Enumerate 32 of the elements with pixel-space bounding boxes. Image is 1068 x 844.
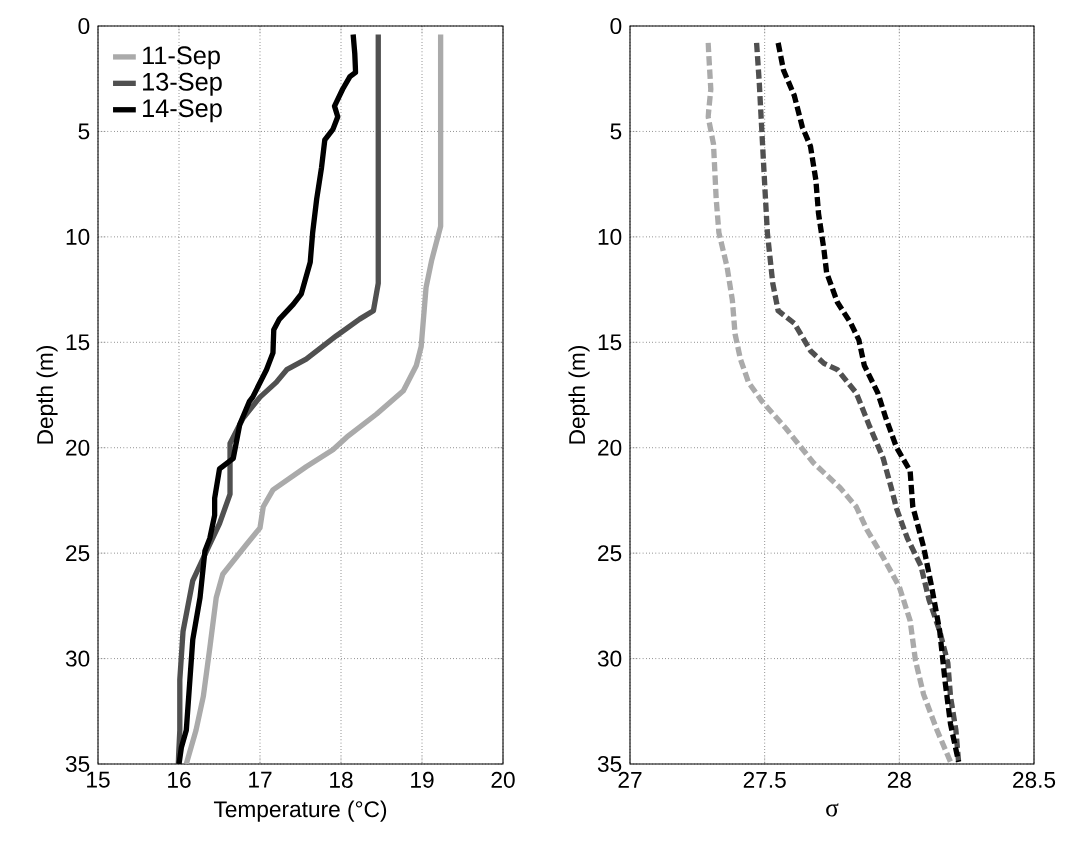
y-tick-label: 35 [597,755,622,773]
y-tick-label: 15 [598,334,622,351]
x-tick-label: 28.5 [1013,771,1056,788]
x-tick-label: 27.5 [743,771,786,788]
y-tick-label: 25 [598,545,622,562]
x-tick-label: 19 [411,771,434,788]
x-axis-title: σ [826,803,839,817]
y-tick-label: 0 [78,17,90,35]
y-tick-label: 20 [66,439,90,456]
x-tick-label: 27 [618,771,642,788]
y-tick-label: 35 [65,755,90,773]
y-tick-label: 5 [610,123,622,140]
y-tick-label: 15 [66,334,90,351]
y-tick-label: 10 [66,228,90,245]
y-tick-label: 25 [66,545,90,562]
x-axis-title: Temperature (°C) [213,800,387,822]
y-tick-label: 5 [78,123,90,140]
y-axis-title: Depth (m) [36,346,58,444]
y-tick-label: 30 [65,650,90,667]
x-tick-label: 28 [887,771,911,788]
x-tick-label: 18 [330,771,353,788]
y-tick-label: 30 [597,650,622,667]
x-tick-label: 17 [249,771,272,788]
legend-label: 13-Sep [143,72,222,96]
x-tick-label: 16 [168,771,191,788]
y-axis-title: Depth (m) [568,346,590,444]
x-tick-label: 20 [491,771,515,788]
legend-label: 11-Sep [143,46,220,70]
y-tick-label: 0 [610,17,622,35]
legend-label: 14-Sep [143,99,222,123]
y-tick-label: 10 [598,228,622,245]
y-tick-label: 20 [598,439,622,456]
